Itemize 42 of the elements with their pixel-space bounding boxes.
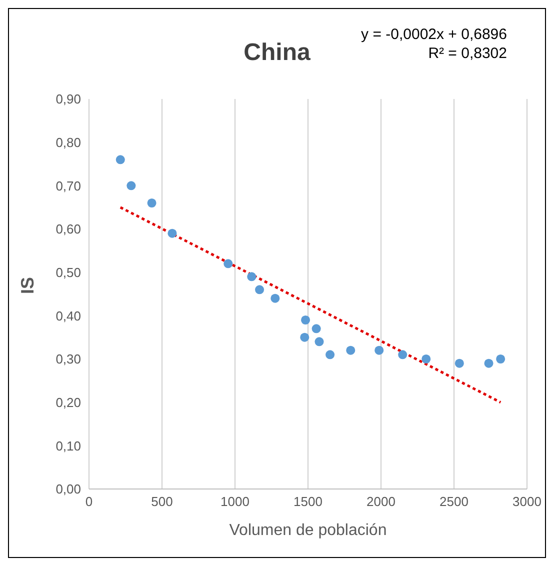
point — [422, 354, 431, 364]
point — [147, 198, 156, 208]
y-tick-label: 0,90 — [56, 92, 81, 107]
text: R² = 0,8302 — [427, 44, 507, 63]
x-tick-label: 500 — [151, 494, 173, 510]
y-axis-title: IS — [17, 276, 38, 294]
x-axis-title: Volumen de población — [229, 522, 387, 539]
point — [326, 350, 335, 360]
point — [346, 346, 356, 355]
y-tick-label: 0,70 — [56, 178, 81, 194]
point — [270, 294, 280, 303]
x-tick-label: 2500 — [440, 494, 468, 510]
point — [398, 350, 408, 360]
x-tick-label: 1000 — [220, 494, 250, 510]
y-tick-label: 0,50 — [56, 264, 81, 280]
point — [168, 228, 177, 238]
point — [496, 354, 506, 364]
x-tick-label: 3000 — [512, 494, 542, 510]
point — [454, 358, 464, 368]
y-tick-label: 0,10 — [56, 438, 81, 454]
y-tick-label: 0,30 — [56, 352, 81, 367]
point — [255, 285, 264, 294]
point — [312, 324, 321, 334]
point — [484, 358, 494, 368]
point — [224, 259, 233, 268]
y-tick-label: 0,80 — [56, 134, 81, 150]
point — [300, 332, 310, 342]
point — [126, 181, 136, 190]
x-tick-label: 1500 — [294, 494, 322, 510]
point — [374, 346, 384, 355]
point — [314, 337, 324, 346]
y-tick-label: 0,40 — [56, 308, 81, 324]
point — [301, 315, 310, 325]
point — [247, 272, 256, 282]
point — [116, 155, 125, 164]
x-tick-label: 2000 — [366, 494, 396, 510]
chart-title: China — [244, 39, 310, 66]
y-tick-label: 0,60 — [56, 222, 81, 237]
x-tick-label: 0 — [85, 494, 93, 510]
y-tick-label: 0,20 — [56, 394, 81, 410]
y-tick-label: 0,00 — [56, 482, 81, 497]
text: y = -0,0002x + 0,6896 — [361, 25, 507, 44]
